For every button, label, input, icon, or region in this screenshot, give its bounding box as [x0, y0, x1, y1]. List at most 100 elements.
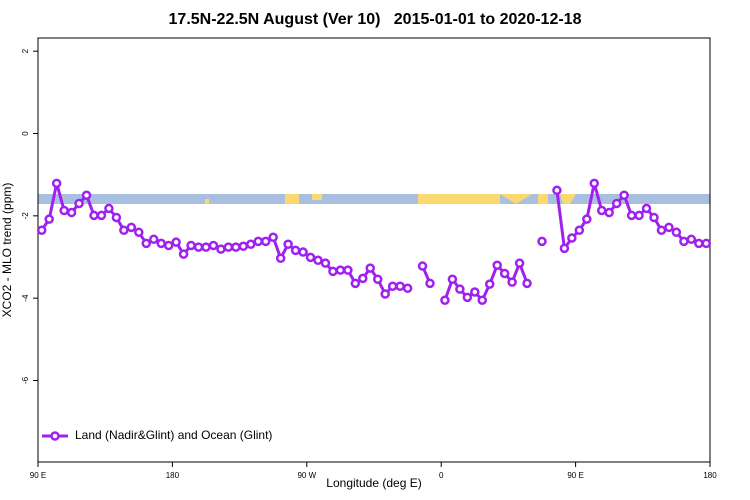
- data-point: [216, 244, 226, 254]
- data-point: [148, 234, 159, 245]
- data-point: [455, 284, 465, 294]
- data-point: [686, 234, 697, 245]
- data-point: [335, 265, 346, 275]
- data-point: [559, 243, 570, 254]
- data-point: [111, 212, 122, 223]
- data-point: [522, 278, 532, 289]
- data-point: [417, 261, 428, 271]
- data-point: [634, 210, 644, 221]
- data-point: [402, 283, 413, 294]
- data-point: [656, 225, 667, 235]
- data-point: [649, 212, 659, 223]
- plot-frame: [37, 37, 711, 463]
- data-point: [671, 227, 682, 238]
- data-point: [477, 295, 488, 305]
- data-point: [89, 210, 99, 221]
- x-tick-label: 0: [439, 471, 444, 480]
- x-tick-label: 90 E: [567, 471, 583, 480]
- data-point: [156, 238, 166, 249]
- chart-title: 17.5N-22.5N August (Ver 10) 2015-01-01 t…: [169, 11, 582, 28]
- data-point: [275, 253, 286, 263]
- data-point: [313, 255, 323, 266]
- data-point: [552, 185, 562, 196]
- data-point: [641, 203, 652, 214]
- data-point: [372, 274, 383, 284]
- data-point: [567, 233, 577, 243]
- data-point: [223, 242, 234, 252]
- data-point: [358, 273, 368, 284]
- data-point: [201, 242, 211, 252]
- y-tick-label: 0: [21, 131, 30, 136]
- data-point: [470, 287, 480, 297]
- data-point: [96, 210, 107, 221]
- y-tick-label: -2: [21, 212, 30, 220]
- data-point: [246, 239, 256, 249]
- legend-label: Land (Nadir&Glint) and Ocean (Glint): [75, 428, 272, 442]
- data-point: [589, 178, 600, 189]
- x-tick-label: 180: [703, 471, 717, 480]
- land-ocean-strip: [38, 194, 710, 204]
- data-point: [44, 214, 54, 224]
- data-point: [447, 274, 458, 284]
- y-tick-label: 2: [21, 48, 30, 53]
- data-point: [74, 198, 84, 209]
- data-point: [328, 266, 338, 277]
- data-point: [499, 268, 510, 279]
- data-point: [365, 263, 376, 273]
- y-tick-label: -4: [21, 294, 30, 302]
- data-point: [134, 227, 144, 238]
- data-point: [604, 207, 614, 218]
- data-point: [253, 236, 264, 247]
- data-point: [141, 238, 152, 249]
- data-point: [425, 278, 435, 289]
- y-tick-label: -6: [21, 376, 30, 384]
- data-point: [492, 260, 502, 270]
- legend-marker: [50, 431, 60, 441]
- x-tick-label: 90 E: [30, 471, 46, 480]
- data-point: [626, 210, 637, 221]
- data-point: [507, 277, 517, 287]
- data-point: [171, 237, 181, 247]
- data-point: [694, 238, 704, 249]
- data-point: [596, 205, 607, 216]
- data-point: [66, 207, 77, 218]
- data-point: [81, 190, 92, 201]
- data-point: [679, 236, 689, 247]
- data-point: [104, 203, 114, 214]
- x-axis-label: Longitude (deg E): [326, 476, 421, 490]
- x-tick-label: 90 W: [297, 471, 316, 480]
- data-point: [537, 236, 547, 247]
- data-point: [298, 247, 308, 257]
- data-point: [260, 236, 271, 247]
- data-point: [395, 281, 405, 291]
- data-point: [514, 258, 525, 268]
- data-point: [440, 295, 450, 305]
- data-point: [380, 289, 390, 299]
- data-point: [484, 279, 495, 289]
- data-point: [51, 178, 62, 189]
- data-point: [350, 278, 361, 289]
- y-axis-label: XCO2 - MLO trend (ppm): [0, 183, 14, 318]
- data-point: [462, 292, 473, 303]
- data-point: [582, 214, 592, 224]
- data-point: [290, 245, 301, 256]
- data-point: [574, 225, 585, 235]
- data-point: [193, 242, 204, 252]
- data-point: [238, 241, 249, 252]
- data-point: [619, 190, 629, 201]
- data-point: [178, 249, 189, 259]
- data-point: [59, 205, 69, 216]
- data-point: [664, 222, 674, 233]
- data-point: [701, 238, 712, 249]
- data-point: [231, 242, 241, 252]
- data-point: [119, 225, 129, 235]
- data-point: [611, 198, 622, 209]
- data-point: [283, 239, 293, 249]
- data-point: [208, 240, 219, 251]
- data-point: [343, 265, 353, 275]
- data-point: [268, 232, 278, 242]
- x-tick-label: 180: [166, 471, 180, 480]
- data-point: [36, 225, 47, 235]
- data-point: [186, 240, 196, 251]
